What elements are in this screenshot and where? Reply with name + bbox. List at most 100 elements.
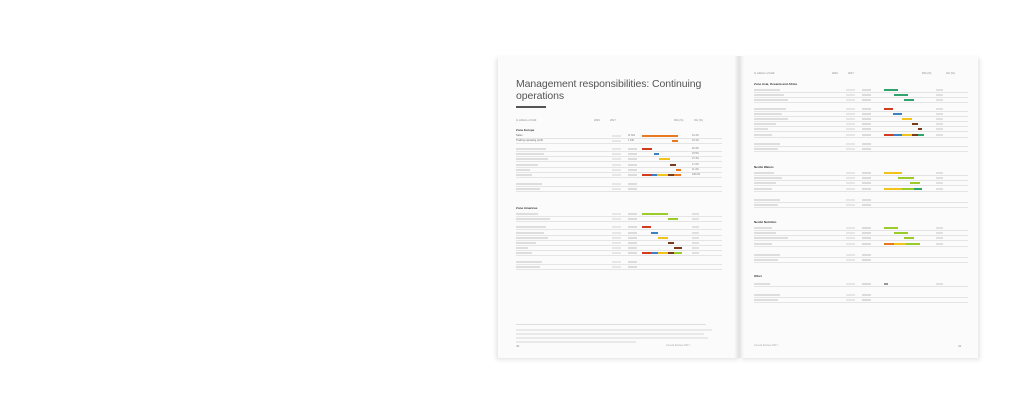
share-bar (884, 187, 902, 190)
table-row (754, 298, 968, 304)
footnote-rule (516, 324, 706, 327)
share-bar (674, 252, 682, 255)
row-share-value (936, 107, 943, 110)
row-label (754, 299, 778, 302)
section-title-other: Other (754, 274, 763, 278)
row-label (516, 265, 540, 268)
row-label (754, 259, 778, 261)
row-label (754, 253, 780, 256)
row-label (516, 213, 538, 215)
row-share-value (936, 242, 943, 245)
share-bar (672, 140, 678, 143)
row-label (516, 158, 548, 161)
row-label (754, 294, 780, 297)
share-bar (668, 173, 674, 176)
row-value-2016 (612, 153, 621, 156)
row-divider (516, 221, 722, 223)
open-report-spread: Management responsibilities: Continuing … (494, 56, 986, 366)
row-value-2016 (612, 226, 621, 229)
table-row (754, 258, 968, 263)
row-value-2017 (862, 299, 871, 302)
share-bar (893, 112, 902, 115)
table-row (516, 246, 722, 252)
row-share-value: 100.0% (692, 172, 701, 176)
row-value-2017 (862, 123, 871, 126)
row-value-2017 (628, 247, 637, 250)
table-row (754, 142, 968, 147)
row-divider (516, 263, 722, 265)
row-value-2017 (862, 232, 871, 235)
row-label (516, 236, 548, 239)
row-divider (754, 180, 968, 182)
row-value-2016 (846, 283, 855, 285)
table-row (754, 117, 968, 122)
row-divider (754, 207, 968, 208)
row-divider (754, 297, 968, 299)
page-number-left: 40 (516, 344, 520, 348)
table-row (754, 88, 968, 93)
share-bar (642, 173, 652, 176)
row-label (754, 187, 772, 190)
row-value-2017 (862, 148, 871, 150)
row-value-2016 (846, 133, 855, 136)
row-label (754, 242, 772, 245)
row-value-2016 (612, 213, 621, 215)
section-title-zone-americas: Zone Americas (516, 206, 538, 210)
row-value-2016 (846, 128, 855, 131)
row-label (754, 148, 778, 150)
row-value-2016 (846, 237, 855, 240)
row-label: Trading operating profit (516, 139, 543, 143)
row-value-2016 (612, 168, 621, 171)
row-label (754, 172, 774, 174)
row-label: Sales (516, 134, 523, 137)
share-bar (658, 252, 668, 255)
row-label (516, 218, 550, 221)
row-divider (516, 268, 722, 270)
table-row (516, 241, 722, 246)
row-divider (754, 235, 968, 237)
row-value-2017 (862, 198, 871, 201)
row-divider (516, 171, 722, 173)
row-divider (754, 262, 968, 263)
row-divider (754, 136, 968, 138)
row-value-2016 (846, 204, 855, 206)
row-label (754, 107, 786, 110)
row-value-2017: 1 640 (628, 139, 634, 143)
row-label (516, 163, 538, 166)
share-bar (894, 94, 908, 97)
table-header-label: In millions of CHF (516, 119, 537, 122)
table-row (754, 133, 968, 138)
row-value-2016 (612, 252, 621, 255)
share-bar (668, 252, 674, 255)
table-header-2017: 2017 (848, 72, 854, 75)
row-divider (516, 190, 722, 192)
row-value-2016 (612, 231, 621, 234)
row-value-2016 (846, 182, 855, 185)
table-row (754, 253, 968, 258)
share-bar (884, 172, 902, 174)
share-bar (912, 133, 918, 136)
row-value-2017 (862, 99, 871, 102)
table-row: Sales 11 601 31.1% (516, 134, 722, 139)
table-header-rig: RIG (%) (922, 72, 932, 75)
table-row (516, 236, 722, 241)
row-label (516, 247, 528, 250)
share-bar (657, 173, 668, 176)
row-value-2017 (628, 265, 637, 268)
share-bar (642, 135, 678, 137)
row-value-2017 (628, 153, 637, 156)
row-value-2016 (612, 242, 621, 244)
row-value-2017 (628, 213, 637, 215)
row-share-value: 31.1% (692, 134, 699, 137)
row-value-2017 (862, 133, 871, 136)
publication-name-left: Annual Review 2017 (666, 344, 690, 347)
table-row (754, 181, 968, 187)
row-value-2016 (846, 242, 855, 245)
row-value-2017 (862, 259, 871, 261)
row-value-2017 (862, 294, 871, 297)
row-share-value (936, 94, 943, 97)
row-share-value (692, 242, 699, 244)
table-row (754, 112, 968, 117)
row-value-2017 (628, 163, 637, 166)
share-bar (674, 173, 681, 176)
